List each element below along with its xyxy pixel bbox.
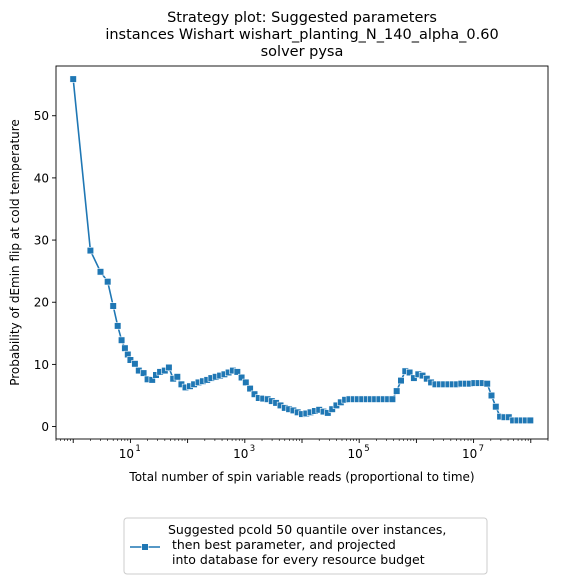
data-point-marker (328, 405, 336, 413)
data-point-marker (388, 395, 397, 403)
legend-marker-swatch (141, 543, 149, 551)
data-point-marker (104, 278, 112, 286)
x-tick-base: 10 (119, 447, 134, 461)
x-tick-label: 10 7 (462, 444, 484, 461)
data-point-marker (246, 384, 254, 393)
data-point-marker (114, 322, 122, 330)
data-point-marker (69, 75, 77, 83)
data-point-marker (131, 360, 139, 368)
x-axis-ticks: 10 1 10 3 10 5 10 7 (55, 439, 549, 461)
y-axis-ticks: 0 10 20 30 40 50 (34, 109, 56, 434)
data-point-marker (410, 374, 418, 382)
data-point-marker (405, 368, 414, 377)
y-axis-label: Probability of dEmin flip at cold temper… (8, 119, 22, 386)
x-tick-label: 10 1 (119, 444, 141, 461)
x-tick-base: 10 (462, 447, 477, 461)
data-point-marker (233, 368, 241, 376)
data-point-marker (242, 378, 250, 387)
x-tick-base: 10 (348, 447, 363, 461)
y-tick-label: 10 (34, 358, 49, 372)
x-tick-base: 10 (233, 447, 248, 461)
x-tick-label: 10 5 (348, 444, 370, 461)
chart-title-line: solver pysa (261, 44, 344, 60)
data-point-marker (140, 369, 148, 377)
data-point-marker (487, 391, 496, 400)
data-point-marker (121, 344, 129, 352)
data-point-marker (393, 387, 401, 395)
chart-title-line: instances Wishart wishart_planting_N_140… (105, 27, 498, 43)
data-point-marker (86, 247, 94, 255)
data-point-marker (126, 356, 134, 364)
data-point-marker (238, 373, 246, 382)
x-tick-exponent: 5 (364, 444, 369, 454)
data-point-marker (109, 302, 117, 310)
x-axis-label: Total number of spin variable reads (pro… (128, 470, 474, 484)
x-tick-label: 10 3 (233, 444, 255, 461)
y-tick-label: 0 (41, 420, 49, 434)
data-point-marker (423, 375, 431, 383)
data-point-marker (250, 390, 259, 398)
data-point-marker (118, 336, 126, 344)
y-tick-label: 30 (34, 234, 49, 248)
data-point-marker (483, 380, 491, 388)
chart-title-line: Strategy plot: Suggested parameters (167, 10, 437, 26)
data-point-marker (173, 373, 181, 381)
data-point-marker (397, 376, 405, 385)
x-tick-exponent: 7 (479, 444, 484, 454)
data-point-marker (526, 416, 534, 425)
legend-box (123, 517, 488, 575)
y-tick-label: 20 (34, 296, 49, 310)
y-tick-label: 50 (34, 109, 49, 123)
chart-title: Strategy plot: Suggested parametersinsta… (105, 10, 498, 60)
legend-entry-label: Suggested pcold 50 quantile over instanc… (168, 522, 446, 567)
legend: Suggested pcold 50 quantile over instanc… (123, 517, 488, 575)
data-point-marker (165, 363, 173, 372)
x-tick-exponent: 1 (135, 444, 140, 454)
data-point-marker (148, 376, 156, 384)
data-point-marker (492, 403, 500, 411)
x-tick-exponent: 3 (250, 444, 255, 454)
data-point-marker (96, 268, 105, 276)
data-point-marker (324, 409, 332, 417)
y-tick-label: 40 (34, 171, 49, 185)
data-series (69, 75, 534, 425)
